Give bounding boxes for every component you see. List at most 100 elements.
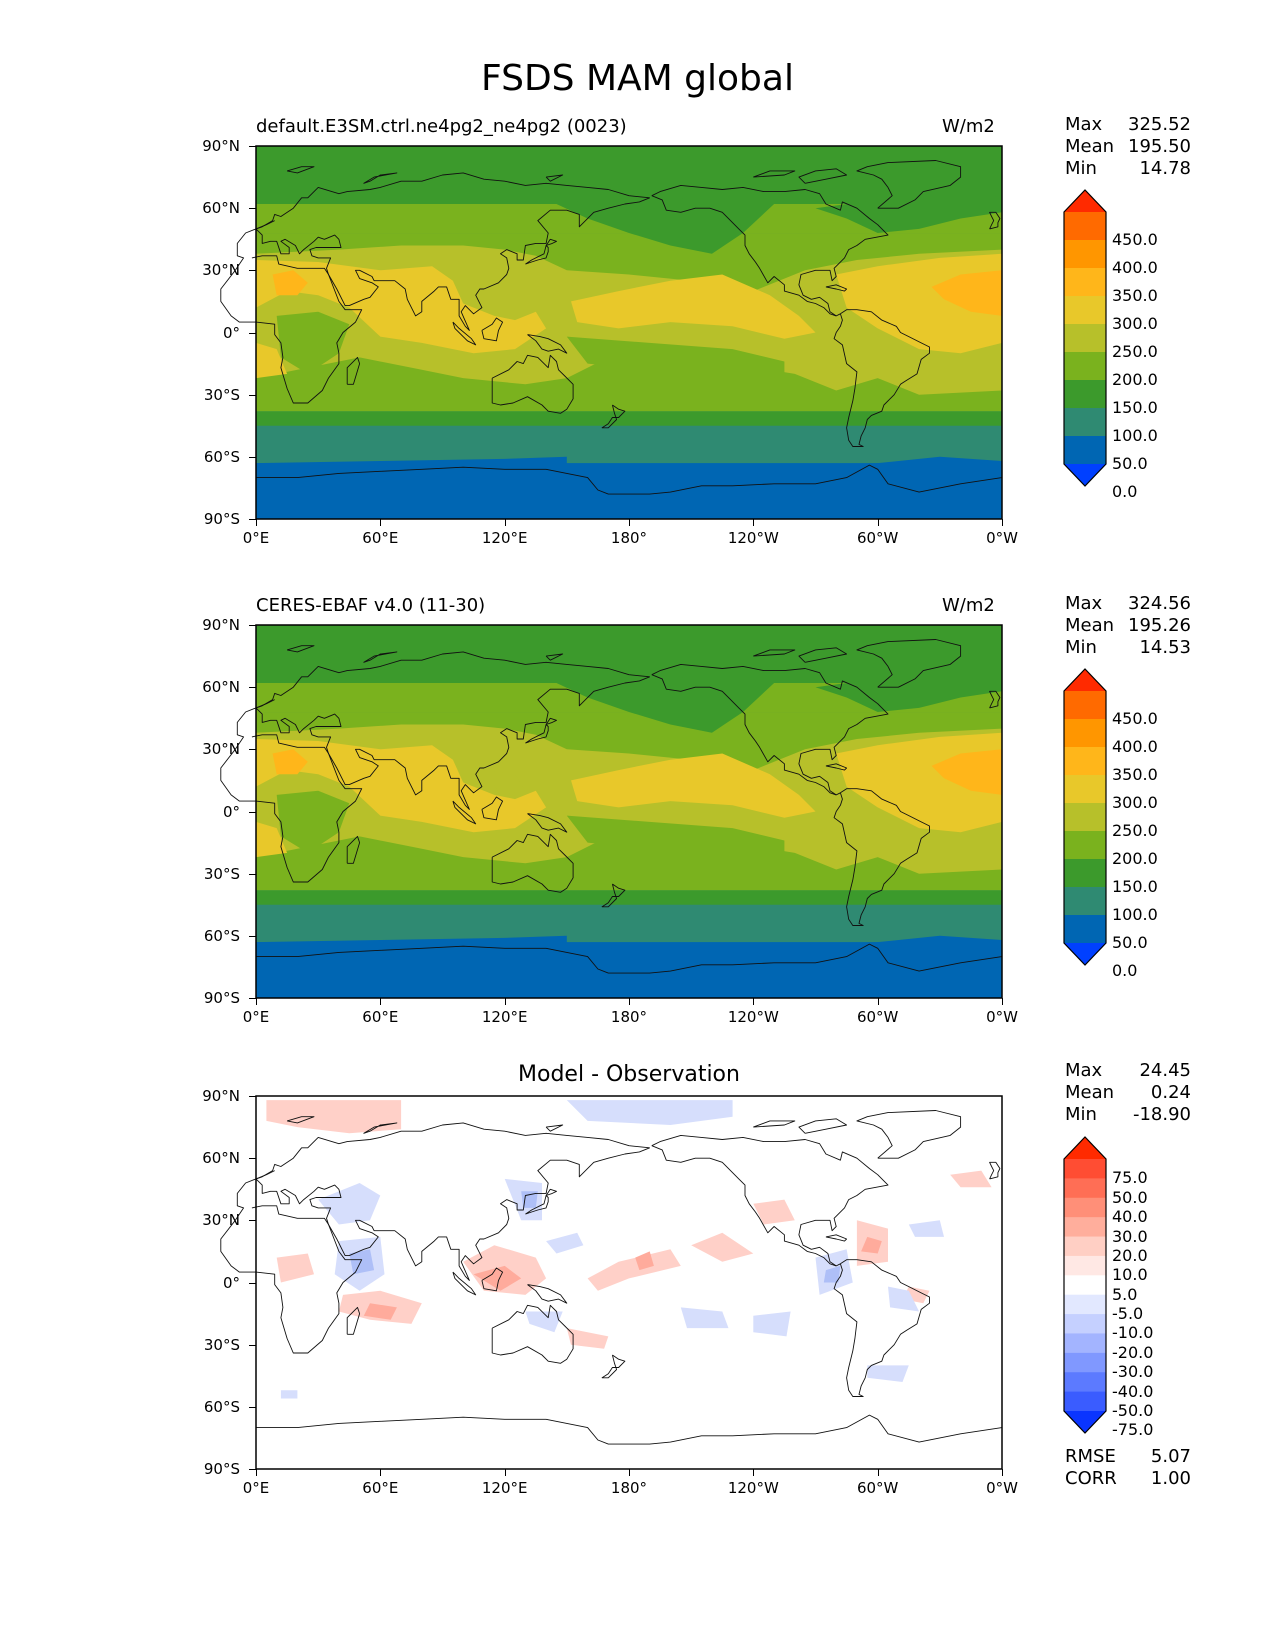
units-label: W/m2: [942, 116, 995, 137]
stat-min: Min 14.53: [1065, 637, 1191, 658]
region-350-sahara: [272, 749, 308, 775]
diff-negative-region: [318, 1183, 381, 1225]
region-300-africa-w: [256, 342, 288, 379]
region-250-obs: [483, 770, 526, 795]
units-label: W/m2: [942, 595, 995, 616]
colorbar-tick-label: 100.0: [1112, 905, 1158, 924]
colorbar-segment: [1064, 352, 1106, 381]
colorbar: [1063, 668, 1107, 966]
map-obs: [220, 624, 1003, 999]
lat-tick-mark: [249, 1469, 256, 1470]
stats-box: Max 24.45 Mean 0.24 Min -18.90: [1065, 1060, 1191, 1126]
coastline: [346, 1306, 361, 1335]
lat-tick-mark: [249, 811, 256, 813]
coastline: [255, 1122, 650, 1180]
lon-tick-label: 60°E: [362, 529, 399, 547]
coastline: [989, 1161, 1001, 1180]
colorbar-segment: [1064, 887, 1106, 916]
coastline: [798, 168, 848, 184]
lat-tick-label: 30°S: [203, 1335, 240, 1354]
lon-tick-mark: [753, 998, 755, 1005]
colorbar-tick-label: 300.0: [1112, 314, 1158, 333]
coastline: [753, 649, 796, 657]
colorbar-extend-top: [1064, 669, 1106, 691]
coastline: [220, 699, 363, 883]
colorbar-segment: [1064, 1275, 1106, 1296]
map-model: [220, 145, 1003, 520]
coastline: [220, 220, 363, 404]
region-300-pacific: [571, 753, 816, 818]
stat-max: Max 324.56: [1065, 593, 1191, 614]
coastline: [798, 647, 848, 663]
lat-tick-label: 60°S: [203, 1397, 240, 1416]
coastline: [452, 321, 477, 346]
lon-tick-label: 120°E: [481, 1479, 528, 1497]
antarctic-50: [256, 935, 1002, 953]
lon-tick-label: 0°E: [242, 1479, 270, 1497]
stat-corr: CORR 1.00: [1065, 1468, 1191, 1489]
coastline: [363, 651, 398, 663]
coastline: [491, 833, 574, 893]
lat-tick-label: 0°: [222, 323, 240, 342]
colorbar-segment: [1064, 1294, 1106, 1315]
lat-tick-label: 30°N: [202, 261, 240, 280]
coastline: [856, 160, 962, 209]
lon-tick-label: 180°: [610, 1008, 648, 1026]
colorbar-tick-label: -75.0: [1112, 1420, 1154, 1440]
coastline: [346, 835, 361, 864]
colorbar-segment: [1064, 691, 1106, 720]
colorbar-tick-label: 350.0: [1112, 286, 1158, 305]
region-200-pacific: [566, 336, 785, 379]
colorbar-tick-label: 200.0: [1112, 370, 1158, 389]
colorbar-tick-label: 20.0: [1112, 1245, 1148, 1265]
colorbar-segment: [1064, 1314, 1106, 1334]
lon-tick-mark: [877, 519, 879, 526]
coastline: [452, 800, 477, 825]
diff-negative-region: [566, 1100, 733, 1125]
colorbar-tick-label: 50.0: [1112, 454, 1148, 473]
colorbar-extend-bottom: [1064, 1411, 1106, 1433]
stats-box: Max 324.56 Mean 195.26 Min 14.53: [1065, 593, 1191, 659]
band-50: [256, 463, 1002, 519]
coastline: [286, 166, 315, 174]
colorbar-tick-label: 10.0: [1112, 1265, 1148, 1285]
colorbar-tick-label: 50.0: [1112, 1187, 1148, 1207]
diff-negative-region: [546, 1232, 584, 1254]
colorbar-tick-label: 30.0: [1112, 1226, 1148, 1246]
colorbar-extend-top: [1064, 190, 1106, 212]
lon-tick-mark: [1002, 519, 1003, 526]
colorbar-tick-label: -40.0: [1112, 1381, 1154, 1401]
diff-negative-region: [908, 1220, 944, 1237]
coastline: [825, 1234, 848, 1242]
lon-tick-label: 120°W: [727, 1479, 779, 1497]
diff-negative-region: [867, 1365, 909, 1382]
colorbar-tick-label: -20.0: [1112, 1342, 1154, 1362]
lon-tick-mark: [877, 1469, 879, 1476]
lon-tick-mark: [753, 1469, 755, 1476]
coastline: [452, 1271, 477, 1296]
colorbar-segment: [1064, 831, 1106, 860]
lat-tick-label: 30°S: [203, 864, 240, 883]
colorbar-segment: [1064, 212, 1106, 241]
coastline: [286, 1116, 315, 1124]
diff-positive-region: [691, 1232, 754, 1262]
lon-tick-mark: [380, 519, 382, 526]
antarctic-50: [256, 456, 1002, 474]
band-150: [256, 411, 1002, 426]
coastline: [651, 663, 889, 796]
region-200-africa: [276, 311, 350, 374]
coastline: [545, 174, 564, 182]
coastline: [363, 172, 398, 184]
panel-title: CERES-EBAF v4.0 (11-30): [256, 595, 486, 616]
coastline: [833, 788, 930, 926]
colorbar-segment: [1064, 380, 1106, 409]
coastline: [545, 1124, 564, 1132]
diff-strong-negative-region: [823, 1265, 841, 1283]
lon-tick-label: 60°E: [362, 1008, 399, 1026]
diff-strong-negative-region: [349, 1249, 375, 1275]
lat-tick-mark: [249, 873, 256, 875]
coastline: [856, 1110, 962, 1159]
colorbar-segment: [1064, 803, 1106, 832]
coastline: [601, 1354, 626, 1379]
colorbar-tick-label: 400.0: [1112, 258, 1158, 277]
